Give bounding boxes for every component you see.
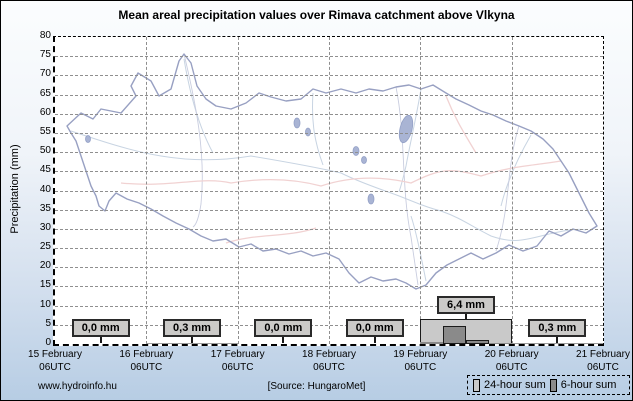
y-axis-tick-label: 60 [39,106,51,118]
x-axis-tick-label: 20 February 06UTC [467,348,557,374]
value-label-stem [191,337,193,343]
y-axis-tick-label: 45 [39,164,51,176]
y-axis-tick-label: 80 [39,30,51,41]
y-axis-tick-label: 5 [45,317,51,329]
bar-6h-sum [466,340,489,344]
lakes [85,114,414,205]
source-credit: [Source: HungaroMet] [267,381,366,392]
x-tick-line: 20 February [484,349,539,360]
website-link[interactable]: www.hydroinfo.hu [38,381,117,392]
value-label-stem [99,337,102,343]
legend-swatch-24h [473,378,480,392]
x-tick-line: 06UTC [130,362,163,373]
x-tick-line: 06UTC [221,362,254,373]
x-tick-line: 19 February [393,349,448,360]
x-axis-tick-label: 19 February 06UTC [375,348,465,374]
x-tick-line: 06UTC [587,362,619,373]
value-label-box: 0,3 mm [528,319,587,337]
x-axis-tick-label: 17 February 06UTC [193,348,283,374]
y-axis-tick-label: 35 [39,202,51,214]
bar-6h-sum [420,342,444,344]
x-tick-line: 06UTC [39,362,71,373]
value-label-stem [373,337,376,343]
bar-24h-sum [420,319,512,344]
district-boundaries [183,53,520,286]
y-axis-tick-label: 0 [45,337,51,348]
value-label-box: 0,0 mm [71,319,130,337]
x-axis-tick-label: 21 February 06UTC [558,348,632,374]
gridline-vertical [237,37,239,344]
y-axis-tick-label: 70 [39,68,51,80]
catchment-outline [66,53,598,290]
x-tick-line: 06UTC [495,362,528,373]
y-axis-tick-label: 30 [39,221,51,233]
bar-6h-sum [443,325,466,344]
legend-label-24h: 24-hour sum [484,379,546,391]
x-tick-line: 16 February [119,349,174,360]
y-axis-tick-label: 40 [39,183,51,195]
chart-title: Mean areal precipitation values over Rim… [118,8,515,22]
bar-24h-sum [511,342,603,344]
gridline-vertical [146,37,148,344]
y-axis-tick-label: 20 [39,260,51,272]
value-label-stem [556,337,559,343]
plot-area [53,36,604,346]
value-label-box: 0,0 mm [345,319,404,337]
x-tick-line: 18 February [302,349,356,360]
y-axis-tick-label: 50 [39,145,51,157]
value-label-box: 0,3 mm [163,319,221,337]
legend-label-6h: 6-hour sum [560,379,617,391]
gridline-vertical [511,37,513,344]
x-tick-line: 06UTC [404,362,437,373]
x-axis-tick-label: 15 February 06UTC [10,348,100,374]
catchment-map-svg [66,53,598,290]
legend-swatch-6h [549,378,557,392]
value-label-stem [282,337,285,343]
x-tick-line: 17 February [210,349,265,360]
y-axis-tick-label: 25 [39,241,51,253]
x-tick-line: 21 February [576,349,630,360]
bar-6h-sum [488,342,512,344]
gridline-vertical [329,37,330,344]
value-label-stem [465,314,467,320]
y-axis-tick-label: 55 [39,125,51,137]
y-axis-tick-label: 15 [39,279,51,291]
road-lines [120,95,562,244]
y-axis-tick-label: 10 [39,298,51,310]
x-tick-line: 15 February [28,349,82,360]
x-tick-line: 06UTC [313,362,345,373]
value-label-box: 0,0 mm [254,319,313,337]
value-label-box: 6,4 mm [437,296,495,315]
bar-24h-sum [146,342,238,344]
y-axis-tick-label: 65 [39,87,51,99]
x-axis-tick-label: 16 February 06UTC [101,348,191,374]
gridline-vertical [420,37,422,344]
chart-legend: 24-hour sum 6-hour sum [467,375,630,395]
x-axis-tick-label: 18 February 06UTC [284,348,374,374]
y-axis-tick-label: 75 [39,49,51,61]
